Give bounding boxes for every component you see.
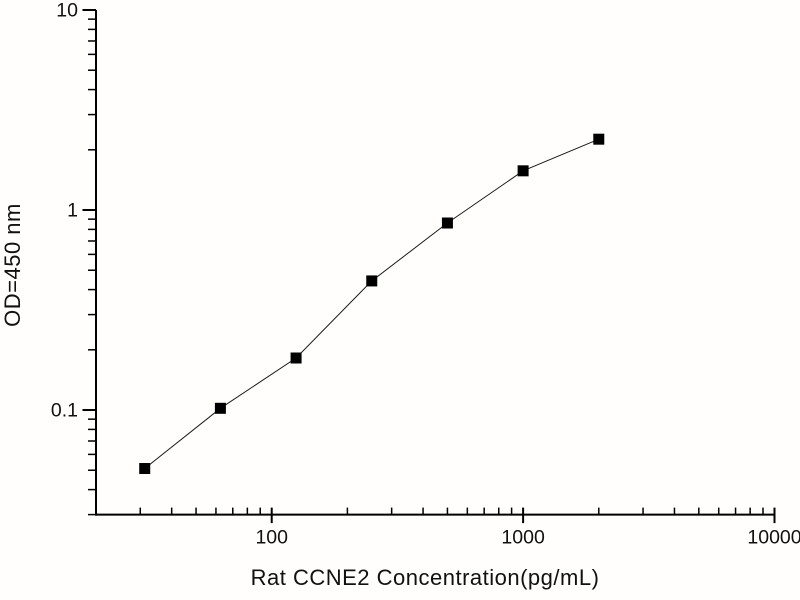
data-point-marker	[214, 402, 226, 414]
x-axis-title: Rat CCNE2 Concentration(pg/mL)	[251, 565, 600, 590]
data-point-marker	[593, 133, 605, 145]
series-line	[144, 138, 599, 469]
data-point-marker	[290, 352, 302, 364]
y-tick-label: 1	[67, 200, 78, 222]
y-tick-label: 0.1	[51, 400, 78, 422]
data-point-marker	[517, 165, 529, 177]
data-point-marker	[441, 217, 453, 229]
data-point-marker	[366, 275, 378, 287]
data-point-marker	[139, 463, 151, 475]
x-tick-label: 1000	[501, 527, 545, 549]
y-axis-title: OD=450 nm	[0, 203, 25, 327]
y-tick-label: 10	[56, 0, 78, 22]
x-tick-label: 100	[255, 527, 288, 549]
x-tick-label: 10000	[747, 527, 800, 549]
